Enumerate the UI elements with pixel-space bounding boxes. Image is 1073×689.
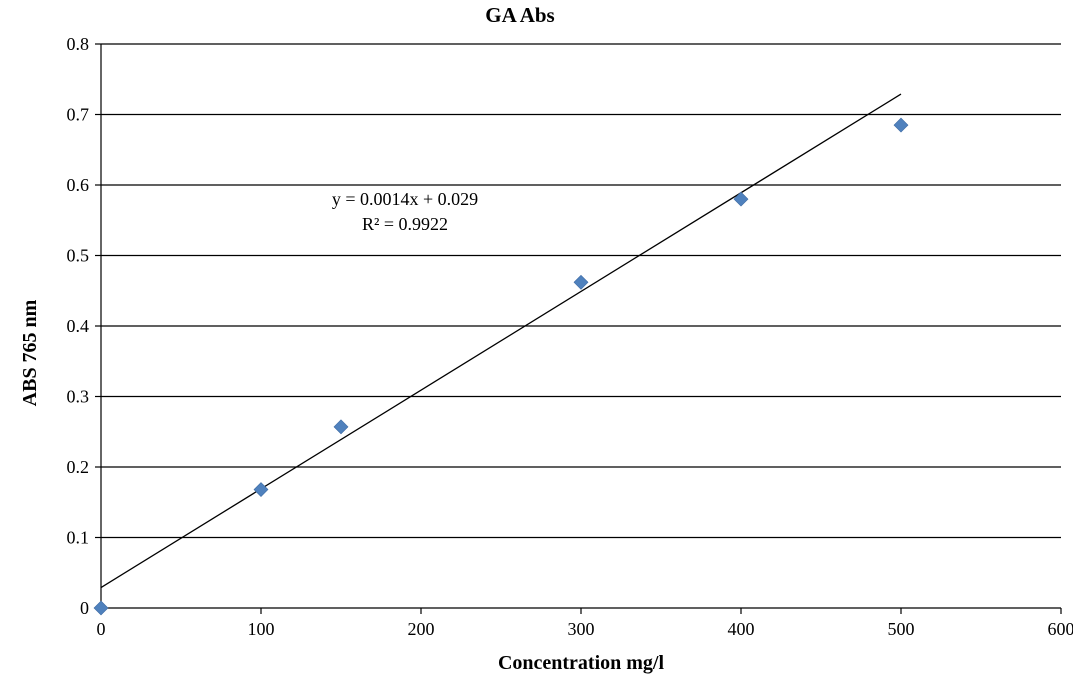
- x-tick-label: 600: [1048, 619, 1073, 639]
- data-points: [93, 117, 909, 616]
- x-tick-label: 400: [728, 619, 755, 639]
- trendline-r-squared: R² = 0.9922: [362, 214, 448, 234]
- y-tick-label: 0.6: [67, 175, 90, 195]
- y-tick-label: 0.5: [67, 246, 90, 266]
- x-tick-label: 100: [248, 619, 275, 639]
- data-point-diamond: [893, 117, 909, 133]
- trendline-equation: y = 0.0014x + 0.029: [332, 189, 478, 209]
- y-tick-labels: 0 0.1 0.2 0.3 0.4 0.5 0.6 0.7 0.8: [67, 34, 90, 618]
- x-tick-labels: 0 100 200 300 400 500 600: [97, 619, 1073, 639]
- y-tick-label: 0.1: [67, 528, 90, 548]
- axis-layer: [95, 43, 1062, 614]
- x-axis-label: Concentration mg/l: [498, 652, 665, 674]
- linear-trendline: [100, 93, 902, 589]
- y-tick-label: 0.7: [67, 105, 90, 125]
- data-point-diamond: [333, 419, 349, 435]
- x-tick-label: 300: [568, 619, 595, 639]
- data-point-diamond: [93, 600, 109, 616]
- x-tick-label: 200: [408, 619, 435, 639]
- data-point-diamond: [733, 191, 749, 207]
- x-tick-label: 0: [97, 619, 106, 639]
- trendline-layer: [100, 93, 902, 589]
- data-point-diamond: [573, 274, 589, 290]
- x-tick-label: 500: [888, 619, 915, 639]
- y-tick-label: 0.2: [67, 457, 90, 477]
- grid-layer: [101, 43, 1061, 539]
- y-tick-label: 0: [80, 598, 89, 618]
- chart-title: GA Abs: [485, 3, 554, 27]
- y-tick-label: 0.8: [67, 34, 90, 54]
- data-point-diamond: [253, 482, 269, 497]
- y-axis-label: ABS 765 nm: [19, 299, 41, 406]
- y-tick-label: 0.3: [67, 387, 90, 407]
- y-tick-label: 0.4: [67, 316, 90, 336]
